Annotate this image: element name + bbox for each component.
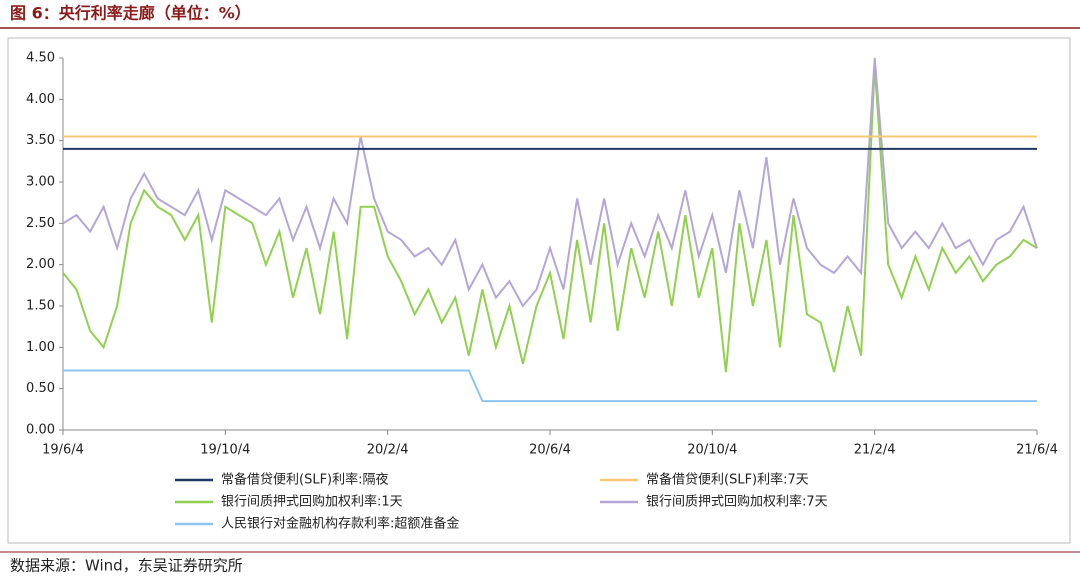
y-tick-label: 3.50 [26,133,55,148]
y-tick-label: 3.00 [26,175,55,190]
x-tick-label: 21/6/4 [1016,443,1058,458]
y-tick-label: 4.00 [26,92,55,107]
y-tick-label: 0.50 [26,381,55,396]
series-line [62,57,1038,308]
legend-label: 人民银行对金融机构存款利率:超额准备金 [221,516,459,532]
x-tick-label: 21/2/4 [854,443,896,458]
y-tick-label: 1.00 [26,340,55,355]
x-tick-label: 19/10/4 [200,443,250,458]
source: 数据来源：Wind，东吴证券研究所 [10,557,243,575]
x-tick-label: 20/10/4 [687,443,737,458]
y-tick-label: 2.00 [26,257,55,272]
series-line [62,66,1038,373]
chart-title: 图 6：央行利率走廊（单位：%） [10,4,251,23]
legend-label: 常备借贷便利(SLF)利率:隔夜 [221,472,389,488]
x-tick-label: 20/2/4 [367,443,409,458]
chart-frame [7,37,1071,544]
y-tick-label: 2.50 [26,216,55,231]
series-line [63,369,1037,403]
legend-label: 常备借贷便利(SLF)利率:7天 [646,472,809,488]
legend-label: 银行间质押式回购加权利率:1天 [221,494,403,510]
y-tick-label: 1.50 [26,299,55,314]
x-tick-label: 20/6/4 [529,443,571,458]
y-tick-label: 4.50 [26,51,55,66]
legend-label: 银行间质押式回购加权利率:7天 [646,494,828,510]
x-tick-label: 19/6/4 [42,443,84,458]
y-tick-label: 0.00 [26,423,55,438]
